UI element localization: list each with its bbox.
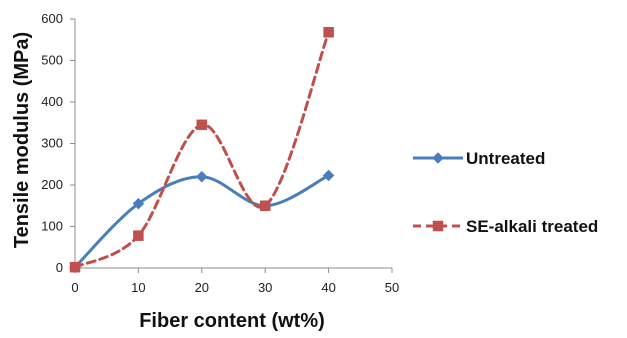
legend: Untreated SE-alkali treated [413, 149, 598, 236]
x-tick-label: 20 [195, 280, 209, 295]
y-tick-label: 400 [41, 94, 63, 109]
series-se-alkali-treated [69, 27, 334, 273]
y-tick-label: 100 [41, 219, 63, 234]
legend-label: Untreated [466, 149, 545, 168]
y-tick-label: 500 [41, 53, 63, 68]
data-point [323, 27, 334, 38]
data-point [133, 230, 144, 241]
data-point [195, 170, 208, 183]
x-tick-label: 10 [131, 280, 145, 295]
data-point [132, 197, 145, 210]
y-tick-label: 300 [41, 136, 63, 151]
x-tick-label: 30 [258, 280, 272, 295]
x-tick-label: 0 [71, 280, 78, 295]
legend-label: SE-alkali treated [466, 217, 598, 236]
series-line-se-alkali-treated [73, 30, 331, 269]
data-point [259, 200, 271, 211]
tick-labels: 0 100 200 300 400 500 600 0 10 20 30 40 50 [41, 11, 399, 295]
legend-item-untreated: Untreated [413, 149, 545, 168]
data-point [196, 119, 208, 131]
series [69, 27, 335, 274]
legend-marker [432, 152, 444, 164]
y-tick-label: 200 [41, 177, 63, 192]
y-tick-label: 0 [56, 260, 63, 275]
data-point [69, 261, 81, 273]
legend-item-se-alkali-treated: SE-alkali treated [413, 217, 598, 236]
data-point [322, 169, 335, 182]
x-tick-label: 40 [321, 280, 335, 295]
x-axis-title: Fiber content (wt%) [139, 310, 325, 332]
y-tick-label: 600 [41, 11, 63, 26]
series-untreated [69, 169, 335, 274]
y-axis-title: Tensile modulus (MPa) [11, 32, 33, 248]
axes [70, 18, 393, 273]
legend-marker [432, 220, 444, 232]
x-tick-label: 50 [385, 280, 399, 295]
